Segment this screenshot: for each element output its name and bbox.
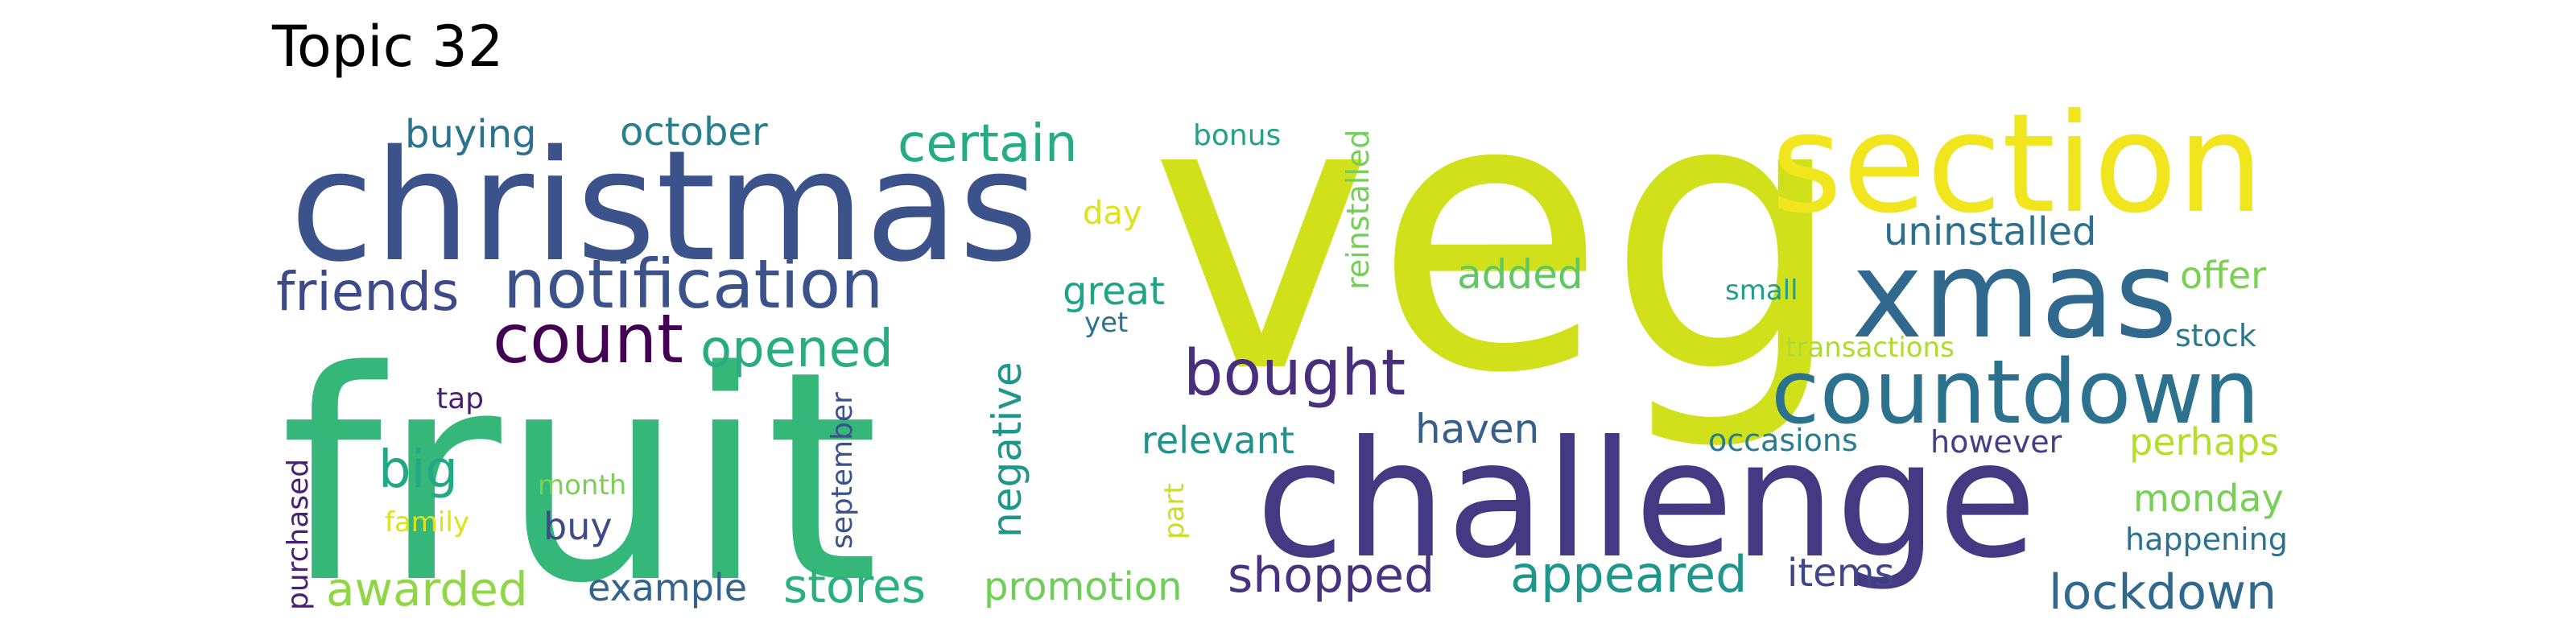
word-countdown: countdown [1771, 341, 2260, 444]
word-lockdown: lockdown [2049, 564, 2277, 621]
word-day: day [1083, 195, 1142, 232]
word-xmas: xmas [1852, 225, 2178, 365]
word-transactions: transactions [1785, 332, 1955, 364]
word-cloud: vegfruitchristmaschallengesectionxmascou… [276, 15, 2288, 644]
word-count: count [493, 299, 683, 378]
word-great: great [1063, 269, 1165, 314]
word-month: month [538, 469, 626, 502]
word-added: added [1457, 251, 1583, 298]
word-tap: tap [436, 382, 484, 415]
word-occasions: occasions [1708, 423, 1858, 458]
word-fruit: fruit [280, 309, 879, 644]
word-notification: notification [503, 245, 883, 324]
word-october: october [620, 109, 768, 155]
word-challenge: challenge [1256, 407, 2037, 594]
word-part: part [1158, 483, 1191, 539]
word-uninstalled: uninstalled [1884, 209, 2097, 254]
word-section: section [1771, 85, 2264, 244]
word-example: example [588, 566, 747, 609]
word-items: items [1787, 551, 1894, 596]
word-stores: stores [783, 559, 926, 613]
word-appeared: appeared [1510, 545, 1747, 604]
word-bought: bought [1183, 337, 1406, 410]
word-yet: yet [1084, 307, 1128, 339]
word-reinstalled: reinstalled [1340, 130, 1376, 290]
word-perhaps: perhaps [2129, 420, 2279, 464]
word-shopped: shopped [1228, 547, 1435, 604]
word-however: however [1930, 424, 2062, 460]
word-promotion: promotion [984, 564, 1183, 609]
word-certain: certain [898, 114, 1078, 174]
word-big: big [378, 440, 458, 500]
word-monday: monday [2133, 477, 2284, 520]
word-awarded: awarded [326, 562, 528, 617]
word-purchased: purchased [282, 459, 315, 610]
word-friends: friends [276, 261, 459, 323]
word-christmas: christmas [290, 118, 1038, 295]
word-bonus: bonus [1193, 119, 1281, 152]
word-haven: haven [1415, 406, 1539, 452]
word-happening: happening [2125, 522, 2288, 557]
word-relevant: relevant [1141, 419, 1294, 462]
word-veg: veg [1150, 15, 1847, 456]
figure-title: Topic 32 [271, 14, 503, 80]
word-opened: opened [700, 320, 894, 379]
word-september: september [826, 392, 859, 549]
word-family: family [385, 506, 469, 539]
word-stock: stock [2175, 318, 2256, 353]
word-small: small [1725, 275, 1798, 307]
word-offer: offer [2180, 254, 2266, 297]
word-negative: negative [984, 361, 1030, 538]
word-buy: buy [543, 505, 613, 548]
word-buying: buying [405, 112, 537, 157]
